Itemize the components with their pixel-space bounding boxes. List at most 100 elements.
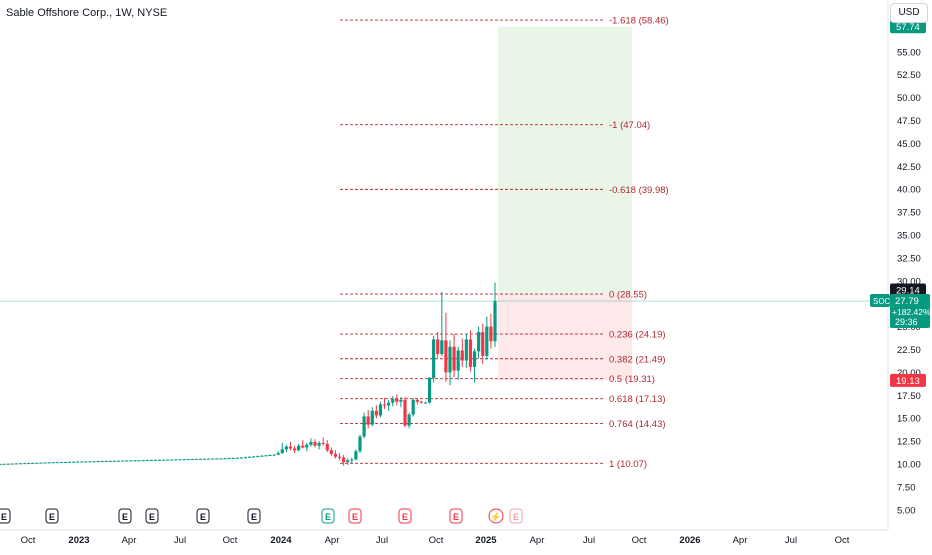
candle[interactable] xyxy=(284,444,288,453)
candle[interactable] xyxy=(423,401,428,404)
candle[interactable] xyxy=(190,458,194,461)
candle[interactable] xyxy=(419,400,423,404)
candle[interactable] xyxy=(276,451,280,456)
candle[interactable] xyxy=(432,335,436,383)
candle[interactable] xyxy=(14,463,18,465)
candle[interactable] xyxy=(88,461,92,463)
earnings-event-icon[interactable]: E xyxy=(398,508,412,524)
candle[interactable] xyxy=(47,462,51,464)
candle[interactable] xyxy=(362,412,366,439)
candle[interactable] xyxy=(391,396,395,407)
candle[interactable] xyxy=(63,461,68,463)
candle[interactable] xyxy=(411,398,415,417)
candle[interactable] xyxy=(2,463,6,465)
candle[interactable] xyxy=(55,461,59,464)
candle[interactable] xyxy=(436,332,440,358)
candle[interactable] xyxy=(43,462,47,464)
candle[interactable] xyxy=(387,399,391,411)
earnings-event-icon[interactable]: E xyxy=(348,508,362,524)
candle[interactable] xyxy=(309,438,313,447)
candle[interactable] xyxy=(35,462,39,464)
candle[interactable] xyxy=(452,333,456,377)
candle[interactable] xyxy=(215,458,219,460)
candle[interactable] xyxy=(395,394,399,406)
candle[interactable] xyxy=(477,326,481,359)
earnings-event-icon[interactable]: E xyxy=(321,508,335,524)
candle[interactable] xyxy=(22,462,27,465)
earnings-event-icon[interactable]: E xyxy=(509,508,523,524)
candle[interactable] xyxy=(305,442,309,452)
stop-zone[interactable] xyxy=(498,294,632,381)
candle[interactable] xyxy=(80,461,84,463)
candle[interactable] xyxy=(141,459,145,462)
candle[interactable] xyxy=(489,313,493,349)
price-axis-panel[interactable] xyxy=(888,0,932,550)
candle[interactable] xyxy=(170,459,174,461)
candle[interactable] xyxy=(399,397,403,408)
candle[interactable] xyxy=(464,333,468,368)
candle[interactable] xyxy=(186,458,190,461)
candle[interactable] xyxy=(100,460,104,463)
candle[interactable] xyxy=(178,459,182,461)
candle[interactable] xyxy=(444,312,448,382)
candle[interactable] xyxy=(358,434,362,454)
candle[interactable] xyxy=(223,457,227,460)
candle[interactable] xyxy=(468,330,473,372)
candle[interactable] xyxy=(6,463,10,465)
candle[interactable] xyxy=(370,407,374,427)
candle[interactable] xyxy=(104,460,108,462)
candle[interactable] xyxy=(288,442,293,451)
candle[interactable] xyxy=(292,445,297,454)
candle[interactable] xyxy=(374,405,378,419)
candle[interactable] xyxy=(272,454,276,456)
candle[interactable] xyxy=(198,458,203,460)
candle[interactable] xyxy=(207,458,211,460)
candle[interactable] xyxy=(260,455,264,457)
candle[interactable] xyxy=(481,323,485,365)
candle[interactable] xyxy=(493,282,497,347)
candle[interactable] xyxy=(145,459,149,462)
candle[interactable] xyxy=(403,397,407,428)
candle[interactable] xyxy=(174,459,178,461)
candle[interactable] xyxy=(108,460,113,462)
candle[interactable] xyxy=(133,460,137,462)
candle[interactable] xyxy=(239,457,243,459)
candle[interactable] xyxy=(366,409,370,429)
earnings-event-icon[interactable]: E xyxy=(145,508,159,524)
candle[interactable] xyxy=(329,447,333,456)
time-axis-panel[interactable] xyxy=(0,530,888,550)
candle[interactable] xyxy=(243,456,248,459)
candle[interactable] xyxy=(378,401,383,418)
candle[interactable] xyxy=(342,454,346,466)
candle[interactable] xyxy=(10,463,14,465)
candle[interactable] xyxy=(346,458,350,465)
candle[interactable] xyxy=(252,455,256,458)
candle[interactable] xyxy=(96,460,100,463)
candle[interactable] xyxy=(247,456,252,458)
candle[interactable] xyxy=(67,461,72,463)
candle[interactable] xyxy=(456,346,460,380)
last-price-block[interactable]: SOC 27.79+182.42%29:36 xyxy=(870,294,931,329)
candle[interactable] xyxy=(427,376,432,404)
candle[interactable] xyxy=(472,348,477,383)
earnings-event-icon[interactable]: E xyxy=(449,508,463,524)
candle[interactable] xyxy=(166,459,170,461)
candle[interactable] xyxy=(59,461,63,464)
candle[interactable] xyxy=(317,441,321,450)
candle[interactable] xyxy=(301,440,305,449)
candle[interactable] xyxy=(137,459,141,462)
dividend-event-icon[interactable]: ⚡ xyxy=(488,508,504,524)
candle[interactable] xyxy=(0,463,2,465)
candle[interactable] xyxy=(51,461,55,464)
earnings-event-icon[interactable]: E xyxy=(196,508,210,524)
earnings-event-icon[interactable]: E xyxy=(247,508,261,524)
earnings-event-icon[interactable]: E xyxy=(45,508,59,524)
candle[interactable] xyxy=(313,439,317,448)
candle[interactable] xyxy=(149,459,153,461)
candle[interactable] xyxy=(256,455,260,458)
candle[interactable] xyxy=(325,440,329,453)
candle[interactable] xyxy=(182,458,186,461)
candle[interactable] xyxy=(18,463,23,465)
